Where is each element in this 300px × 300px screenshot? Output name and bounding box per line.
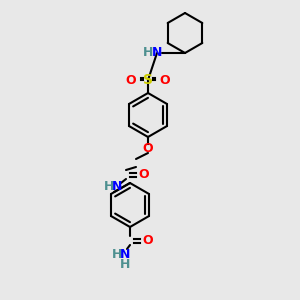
Text: O: O bbox=[143, 142, 153, 155]
Text: H: H bbox=[143, 46, 153, 59]
Text: H: H bbox=[120, 259, 130, 272]
Text: N: N bbox=[112, 181, 122, 194]
Text: H: H bbox=[104, 181, 114, 194]
Text: O: O bbox=[143, 235, 153, 248]
Text: N: N bbox=[152, 46, 162, 59]
Text: N: N bbox=[120, 248, 130, 262]
Text: H: H bbox=[112, 248, 122, 262]
Text: O: O bbox=[126, 74, 136, 86]
Text: O: O bbox=[160, 74, 170, 86]
Text: S: S bbox=[143, 73, 153, 87]
Text: O: O bbox=[139, 169, 149, 182]
